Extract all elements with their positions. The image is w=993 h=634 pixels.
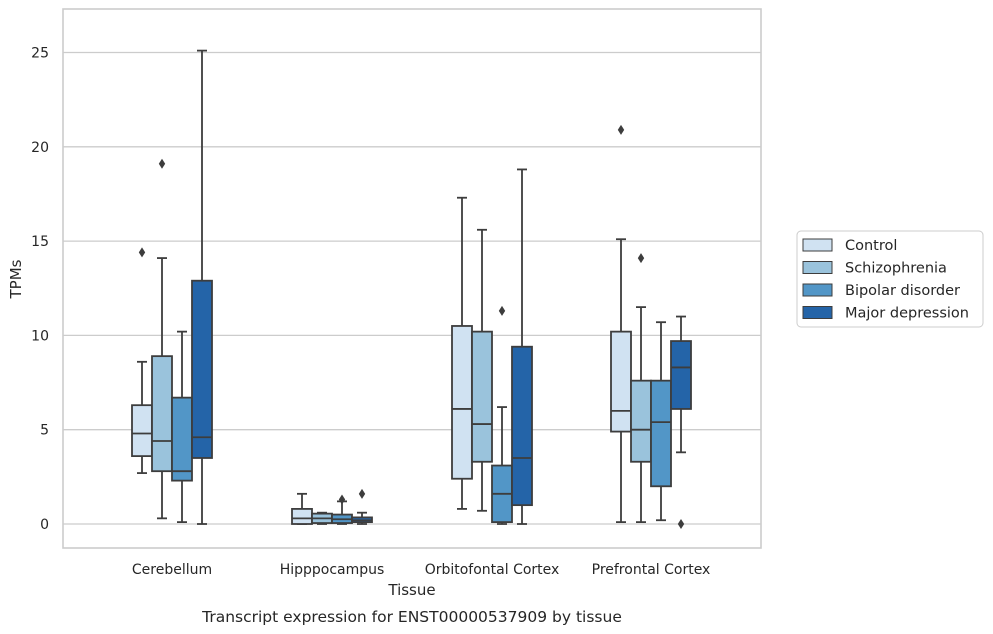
box-iqr [191, 279, 213, 459]
box-iqr [630, 379, 652, 463]
box-iqr [291, 508, 313, 525]
legend-label: Control [845, 238, 897, 254]
box-iqr [171, 396, 193, 482]
outlier-point [617, 124, 625, 135]
plot-frame [62, 8, 762, 549]
box-control-1 [291, 492, 313, 525]
legend-swatch [802, 261, 833, 274]
legend-label: Bipolar disorder [845, 283, 960, 299]
box-major-depression-2 [511, 168, 533, 525]
legend-swatch [802, 283, 833, 297]
y-axis-label: TPMs [7, 259, 25, 299]
chart-caption: Transcript expression for ENST0000053790… [201, 608, 622, 626]
legend-label: Major depression [845, 306, 969, 322]
legend-swatch [802, 238, 833, 252]
box-iqr [610, 330, 632, 433]
outlier-point [358, 488, 366, 499]
x-tick-label: Prefrontal Cortex [592, 562, 711, 578]
box-major-depression-0 [191, 49, 213, 525]
x-tick-label: Hipppocampus [280, 562, 385, 578]
box-major-depression-3 [670, 315, 692, 529]
outlier-point [677, 519, 685, 529]
box-bipolar-disorder-3 [650, 321, 672, 522]
x-tick-labels: Cerebellum Hipppocampus Orbitofontal Corte… [132, 562, 710, 578]
box-major-depression-1 [351, 488, 373, 525]
legend: Control Schizophrenia Bipolar disorder Majo… [796, 230, 984, 328]
box-control-3 [610, 124, 632, 524]
legend-label: Schizophrenia [845, 261, 947, 277]
box-bipolar-disorder-2 [491, 305, 513, 525]
box-iqr [670, 340, 692, 410]
outlier-point [637, 253, 645, 264]
x-tick-label: Cerebellum [132, 562, 212, 578]
x-tick-label: Orbitofontal Cortex [425, 562, 560, 578]
box-iqr [451, 325, 473, 480]
y-tick-label: 5 [40, 423, 49, 439]
outlier-point [138, 247, 146, 258]
y-tick-label: 20 [31, 140, 49, 156]
legend-swatch [802, 306, 833, 319]
box-schizophrenia-2 [471, 228, 493, 512]
box-iqr [471, 330, 493, 463]
outlier-point [338, 494, 346, 505]
box-iqr [650, 379, 672, 488]
y-tick-labels: 0 5 10 15 20 25 [31, 46, 49, 534]
y-tick-label: 0 [40, 517, 49, 533]
box-schizophrenia-0 [151, 158, 173, 520]
box-control-2 [451, 196, 473, 510]
box-iqr [151, 355, 173, 473]
box-bipolar-disorder-0 [171, 330, 193, 524]
y-tick-label: 15 [31, 234, 49, 250]
box-iqr [511, 345, 533, 507]
y-tick-label: 25 [31, 46, 49, 62]
legend-frame [796, 230, 984, 328]
box-bipolar-disorder-1 [331, 494, 353, 525]
box-control-0 [131, 247, 153, 474]
box-schizophrenia-1 [311, 511, 333, 525]
outlier-point [158, 158, 166, 169]
outlier-point [498, 305, 506, 316]
y-tick-label: 10 [31, 328, 49, 344]
box-series [131, 49, 692, 529]
x-axis-label: Tissue [387, 581, 435, 599]
box-iqr [131, 404, 153, 458]
box-schizophrenia-3 [630, 253, 652, 524]
